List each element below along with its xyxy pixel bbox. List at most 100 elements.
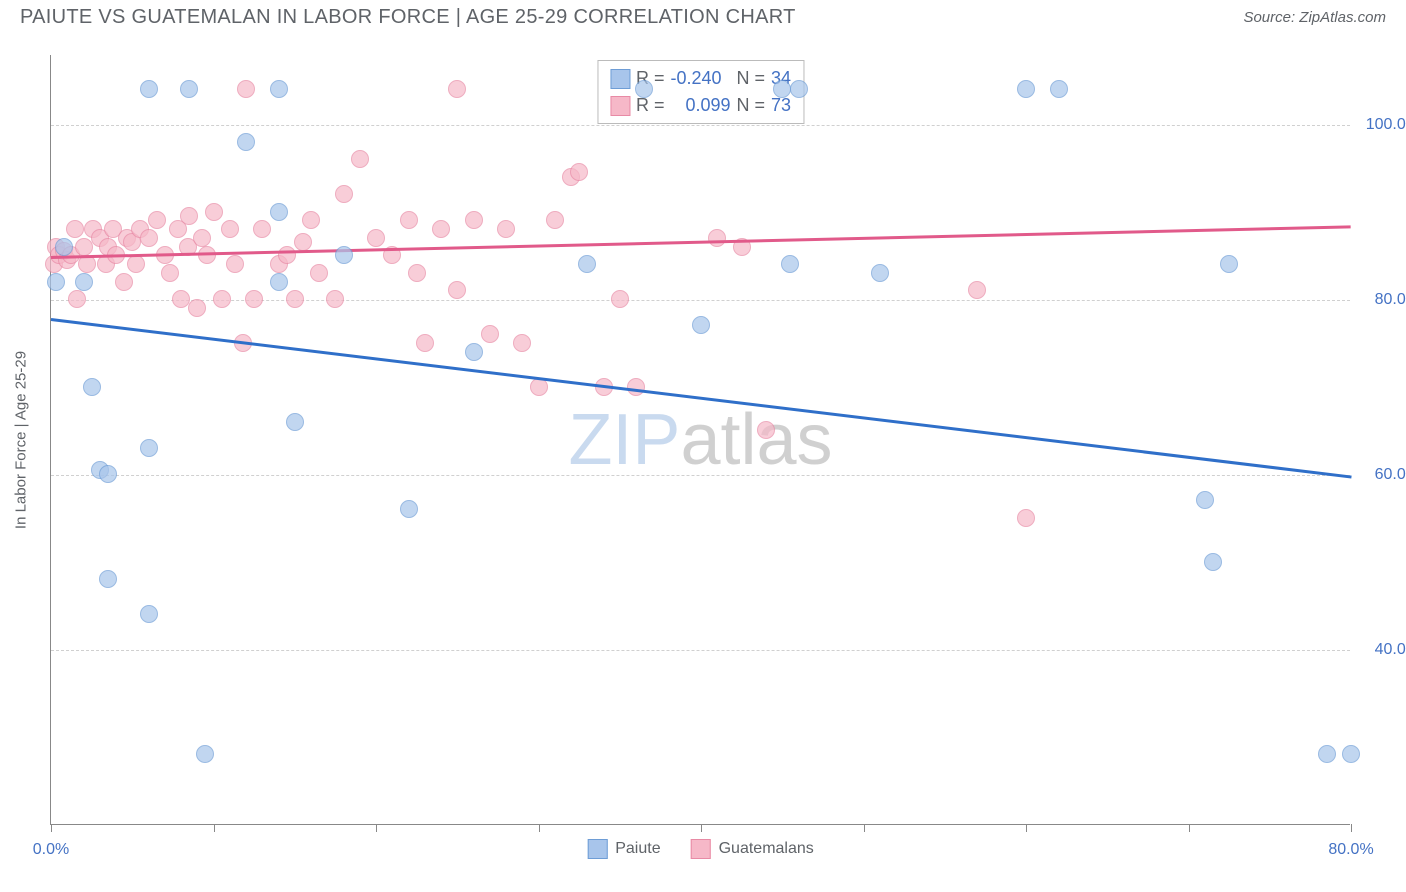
- x-tick: [214, 824, 215, 832]
- paiute-point: [465, 343, 483, 361]
- paiute-point: [1196, 491, 1214, 509]
- guatemalans-point: [513, 334, 531, 352]
- chart-plot-area: ZIPatlas In Labor Force | Age 25-29 R = …: [50, 55, 1350, 825]
- guatemalans-series-label: Guatemalans: [719, 840, 814, 858]
- guatemalans-point: [286, 290, 304, 308]
- guatemalans-swatch: [610, 96, 630, 116]
- gridline: [51, 650, 1350, 651]
- source-label: Source: ZipAtlas.com: [1243, 9, 1386, 26]
- guatemalans-point: [172, 290, 190, 308]
- guatemalans-point: [432, 220, 450, 238]
- paiute-point: [75, 273, 93, 291]
- guatemalans-point: [193, 229, 211, 247]
- guatemalans-point: [198, 246, 216, 264]
- paiute-point: [47, 273, 65, 291]
- guatemalans-point: [627, 378, 645, 396]
- guatemalans-point: [127, 255, 145, 273]
- x-tick: [539, 824, 540, 832]
- paiute-point: [196, 745, 214, 763]
- paiute-swatch: [587, 839, 607, 859]
- guatemalans-point: [465, 211, 483, 229]
- legend-n-label: N =: [736, 65, 765, 92]
- paiute-point: [237, 133, 255, 151]
- paiute-point: [635, 80, 653, 98]
- guatemalans-point: [294, 233, 312, 251]
- x-tick: [51, 824, 52, 832]
- paiute-point: [692, 316, 710, 334]
- guatemalans-regression-line: [51, 226, 1351, 259]
- paiute-point: [140, 605, 158, 623]
- guatemalans-point: [115, 273, 133, 291]
- guatemalans-point: [1017, 509, 1035, 527]
- guatemalans-point: [570, 163, 588, 181]
- guatemalans-point: [497, 220, 515, 238]
- guatemalans-point: [335, 185, 353, 203]
- paiute-point: [400, 500, 418, 518]
- guatemalans-point: [221, 220, 239, 238]
- legend-n-label: N =: [736, 92, 765, 119]
- y-tick-label: 80.0%: [1375, 291, 1406, 309]
- guatemalans-point: [180, 207, 198, 225]
- guatemalans-point: [75, 238, 93, 256]
- x-tick: [1351, 824, 1352, 832]
- guatemalans-point: [448, 281, 466, 299]
- guatemalans-point: [757, 421, 775, 439]
- paiute-point: [140, 80, 158, 98]
- guatemalans-point: [253, 220, 271, 238]
- paiute-point: [55, 238, 73, 256]
- guatemalans-point: [367, 229, 385, 247]
- paiute-point: [140, 439, 158, 457]
- paiute-point: [180, 80, 198, 98]
- guatemalans-point: [481, 325, 499, 343]
- guatemalans-point: [310, 264, 328, 282]
- x-tick: [701, 824, 702, 832]
- guatemalans-point: [351, 150, 369, 168]
- guatemalans-point: [408, 264, 426, 282]
- guatemalans-point: [448, 80, 466, 98]
- guatemalans-point: [68, 290, 86, 308]
- paiute-r-value: -0.240: [670, 65, 730, 92]
- guatemalans-point: [245, 290, 263, 308]
- paiute-point: [1318, 745, 1336, 763]
- guatemalans-point: [278, 246, 296, 264]
- guatemalans-point: [400, 211, 418, 229]
- guatemalans-point: [302, 211, 320, 229]
- guatemalans-point: [226, 255, 244, 273]
- paiute-point: [1342, 745, 1360, 763]
- paiute-point: [1204, 553, 1222, 571]
- paiute-point: [790, 80, 808, 98]
- paiute-point: [1050, 80, 1068, 98]
- guatemalans-r-value: 0.099: [670, 92, 730, 119]
- paiute-point: [1017, 80, 1035, 98]
- y-axis-label: In Labor Force | Age 25-29: [13, 350, 30, 528]
- paiute-point: [335, 246, 353, 264]
- paiute-point: [99, 465, 117, 483]
- guatemalans-point: [148, 211, 166, 229]
- y-tick-label: 40.0%: [1375, 641, 1406, 659]
- x-tick-label: 0.0%: [33, 841, 69, 859]
- watermark: ZIPatlas: [568, 399, 832, 481]
- x-tick: [1026, 824, 1027, 832]
- guatemalans-point: [140, 229, 158, 247]
- paiute-point: [270, 273, 288, 291]
- guatemalans-point: [205, 203, 223, 221]
- guatemalans-point: [161, 264, 179, 282]
- series-legend: Paiute Guatemalans: [587, 839, 814, 859]
- paiute-point: [578, 255, 596, 273]
- guatemalans-point: [611, 290, 629, 308]
- paiute-point: [270, 80, 288, 98]
- guatemalans-point: [66, 220, 84, 238]
- paiute-swatch: [610, 69, 630, 89]
- paiute-point: [781, 255, 799, 273]
- guatemalans-point: [416, 334, 434, 352]
- guatemalans-point: [708, 229, 726, 247]
- y-tick-label: 60.0%: [1375, 466, 1406, 484]
- guatemalans-point: [188, 299, 206, 317]
- x-tick-label: 80.0%: [1328, 841, 1373, 859]
- guatemalans-point: [968, 281, 986, 299]
- x-tick: [1189, 824, 1190, 832]
- paiute-point: [270, 203, 288, 221]
- guatemalans-point: [213, 290, 231, 308]
- guatemalans-point: [237, 80, 255, 98]
- paiute-point: [99, 570, 117, 588]
